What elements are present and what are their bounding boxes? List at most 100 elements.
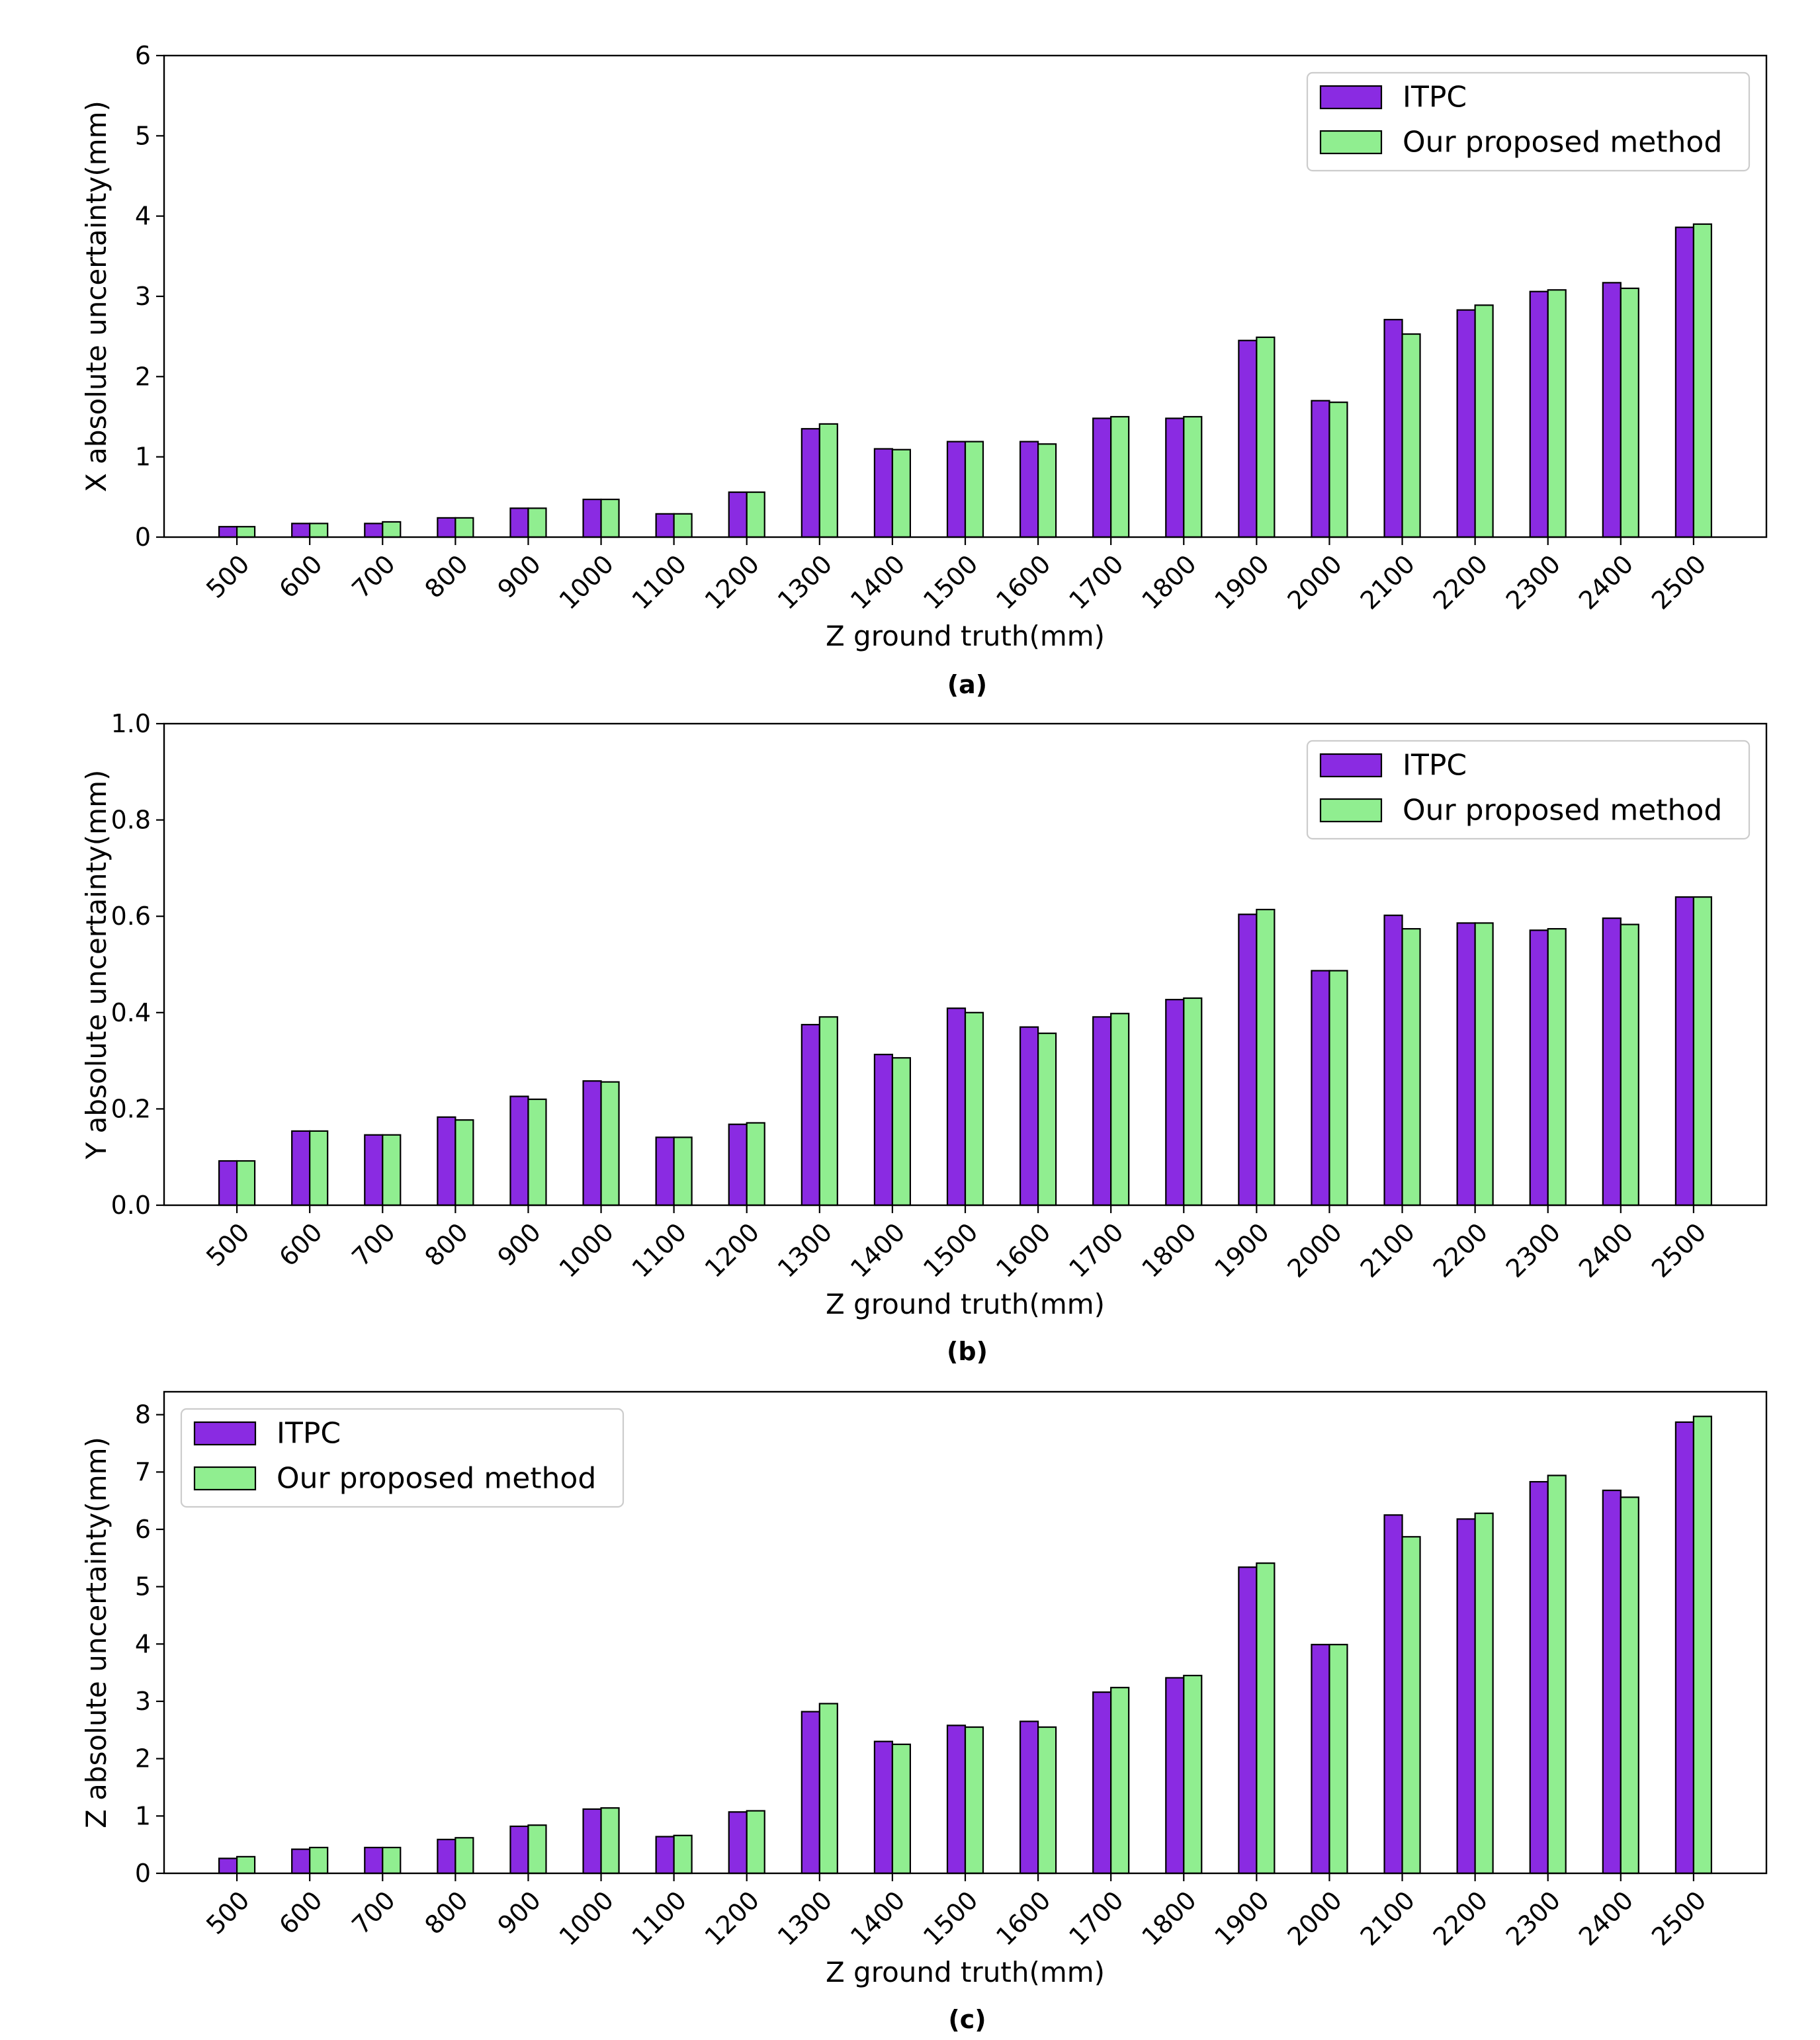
bar-itpc-800 bbox=[437, 517, 456, 538]
bar-itpc-1800 bbox=[1165, 417, 1185, 538]
bar-proposed-1100 bbox=[673, 1834, 693, 1875]
bar-itpc-2200 bbox=[1456, 922, 1476, 1207]
bar-itpc-1700 bbox=[1092, 417, 1112, 538]
bar-itpc-600 bbox=[291, 1848, 311, 1875]
x-tick-label: 500 bbox=[200, 1885, 255, 1939]
x-tick-label: 1200 bbox=[699, 1217, 765, 1283]
y-tick-label: 2 bbox=[135, 1744, 151, 1773]
bar-proposed-1400 bbox=[891, 448, 912, 538]
x-tick-label: 1400 bbox=[845, 549, 911, 615]
chart-panel-2: 0.0 0.2 0.4 0.6 0.8 1.0 500 600 700 800 900 1000 110… bbox=[80, 709, 1768, 1366]
bar-proposed-2000 bbox=[1328, 1644, 1348, 1875]
x-tick-label: 2000 bbox=[1282, 1885, 1348, 1951]
bar-itpc-500 bbox=[218, 526, 238, 538]
bar-proposed-2100 bbox=[1401, 928, 1421, 1207]
bar-itpc-1500 bbox=[946, 441, 967, 538]
y-tick-label: 5 bbox=[135, 121, 151, 150]
x-tick-label: 500 bbox=[200, 549, 255, 603]
bar-itpc-1400 bbox=[873, 1740, 894, 1875]
bar-proposed-1200 bbox=[746, 491, 765, 538]
bar-itpc-2000 bbox=[1311, 970, 1330, 1207]
bar-itpc-2100 bbox=[1383, 1514, 1403, 1875]
x-tick-label: 2400 bbox=[1573, 1885, 1639, 1951]
x-tick-label: 2400 bbox=[1573, 1217, 1639, 1283]
bar-proposed-1900 bbox=[1256, 1562, 1276, 1875]
bar-itpc-900 bbox=[509, 1825, 529, 1875]
bar-proposed-2000 bbox=[1328, 970, 1348, 1207]
y-tick-label: 3 bbox=[135, 282, 151, 311]
bar-proposed-2100 bbox=[1401, 1536, 1421, 1875]
bar-itpc-600 bbox=[291, 523, 311, 538]
bar-proposed-1100 bbox=[673, 1136, 693, 1207]
bar-itpc-2400 bbox=[1602, 917, 1622, 1207]
bar-itpc-700 bbox=[364, 1846, 384, 1875]
bar-itpc-1600 bbox=[1019, 441, 1039, 538]
bar-proposed-1500 bbox=[964, 1726, 984, 1875]
bar-proposed-600 bbox=[309, 1130, 329, 1207]
bar-itpc-1900 bbox=[1238, 339, 1258, 538]
legend: ITPC Our proposed method bbox=[1306, 71, 1751, 172]
x-tick-label: 1300 bbox=[772, 1885, 838, 1951]
legend-box bbox=[1306, 71, 1751, 172]
bar-itpc-1000 bbox=[582, 498, 602, 538]
bar-proposed-2400 bbox=[1620, 287, 1639, 538]
bar-itpc-700 bbox=[364, 523, 384, 538]
legend: ITPC Our proposed method bbox=[180, 1408, 625, 1508]
x-tick-label: 2300 bbox=[1500, 1885, 1567, 1951]
bar-itpc-1400 bbox=[873, 448, 894, 538]
bar-proposed-1500 bbox=[964, 1011, 984, 1207]
bar-itpc-800 bbox=[437, 1116, 456, 1207]
bar-proposed-2200 bbox=[1474, 922, 1494, 1207]
y-tick-label: 3 bbox=[135, 1687, 151, 1716]
x-axis-label: Z ground truth(mm) bbox=[826, 1956, 1105, 1988]
bar-proposed-1800 bbox=[1183, 997, 1203, 1207]
legend-swatch-proposed bbox=[1319, 798, 1383, 823]
bar-proposed-500 bbox=[236, 1160, 256, 1207]
x-tick-label: 2400 bbox=[1573, 549, 1639, 615]
x-tick-label: 1500 bbox=[918, 1885, 984, 1951]
x-tick-label: 2200 bbox=[1428, 1217, 1494, 1283]
x-tick-label: 700 bbox=[346, 1885, 400, 1939]
y-tick-label: 7 bbox=[135, 1457, 151, 1486]
y-tick-label: 4 bbox=[135, 202, 151, 231]
bar-proposed-2200 bbox=[1474, 304, 1494, 538]
y-tick-label: 0.0 bbox=[111, 1191, 151, 1220]
y-axis-label: X absolute uncertainty(mm) bbox=[80, 101, 112, 492]
bar-itpc-2500 bbox=[1674, 1421, 1695, 1875]
chart-panel-3: 0 1 2 3 4 5 6 7 8 500 600 700 800 900 1000 1100 1200 1300… bbox=[80, 1390, 1768, 2034]
bar-itpc-1300 bbox=[801, 1023, 820, 1207]
y-tick-label: 0 bbox=[135, 523, 151, 552]
bar-itpc-600 bbox=[291, 1130, 311, 1207]
bar-proposed-2300 bbox=[1547, 928, 1567, 1207]
y-tick-label: 0.6 bbox=[111, 902, 151, 931]
y-tick-label: 1 bbox=[135, 443, 151, 472]
bar-proposed-1000 bbox=[600, 1081, 620, 1207]
bar-itpc-2200 bbox=[1456, 1518, 1476, 1875]
x-tick-label: 1400 bbox=[845, 1885, 911, 1951]
y-tick-label: 5 bbox=[135, 1572, 151, 1601]
bar-itpc-1700 bbox=[1092, 1691, 1112, 1875]
bar-proposed-1200 bbox=[746, 1810, 765, 1875]
y-tick-label: 1.0 bbox=[111, 709, 151, 738]
bar-proposed-900 bbox=[527, 507, 547, 538]
bar-proposed-2100 bbox=[1401, 333, 1421, 538]
x-tick-label: 2300 bbox=[1500, 1217, 1567, 1283]
bar-itpc-2400 bbox=[1602, 282, 1622, 538]
x-tick-label: 1800 bbox=[1136, 1217, 1202, 1283]
y-tick-label: 1 bbox=[135, 1801, 151, 1830]
y-tick-label: 0 bbox=[135, 1859, 151, 1888]
bar-itpc-1800 bbox=[1165, 1677, 1185, 1875]
x-tick-label: 1600 bbox=[990, 1885, 1057, 1951]
legend-label-itpc: ITPC bbox=[1403, 81, 1467, 114]
x-tick-label: 2100 bbox=[1355, 1885, 1421, 1951]
bar-proposed-800 bbox=[455, 1119, 474, 1207]
legend-label-itpc: ITPC bbox=[1403, 749, 1467, 783]
y-tick-label: 6 bbox=[135, 1515, 151, 1544]
x-tick-label: 2500 bbox=[1646, 1217, 1712, 1283]
bar-proposed-800 bbox=[455, 1837, 474, 1875]
legend-box bbox=[180, 1408, 625, 1508]
x-tick-label: 600 bbox=[273, 1885, 327, 1939]
x-tick-label: 800 bbox=[419, 1885, 474, 1939]
bar-proposed-500 bbox=[236, 526, 256, 538]
